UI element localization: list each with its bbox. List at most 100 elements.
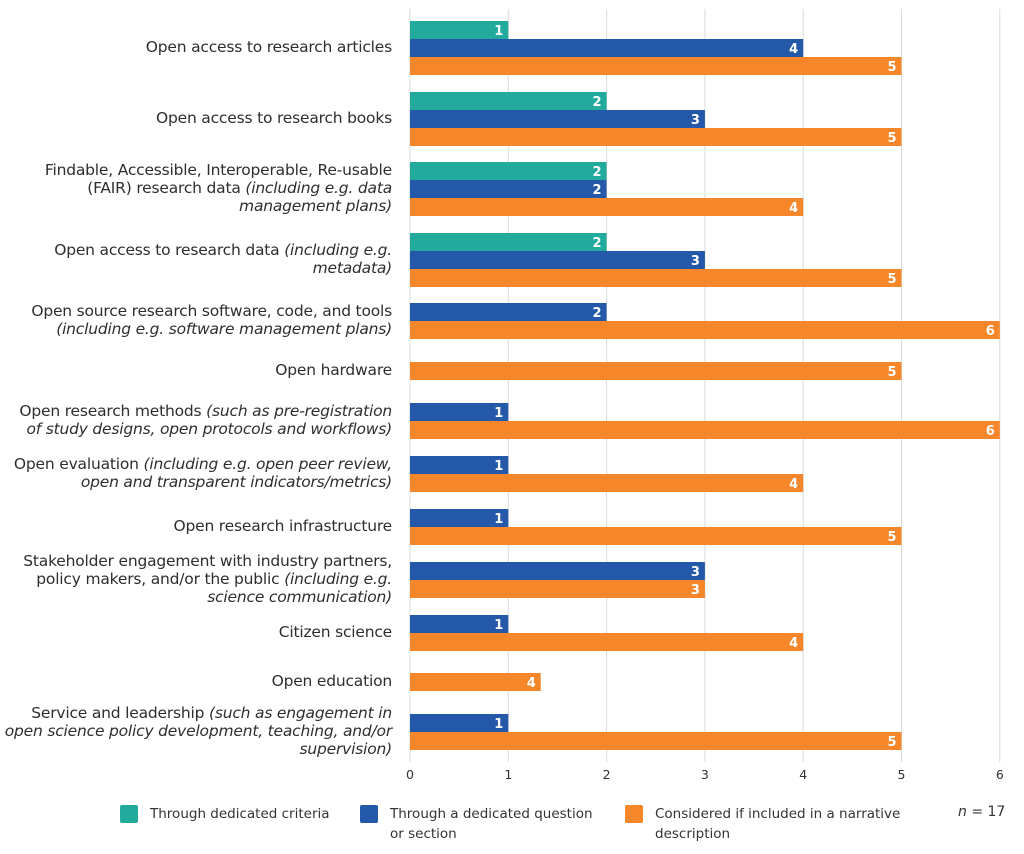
category-label-text: Open research infrastructure	[173, 517, 392, 535]
category-label-line: Findable, Accessible, Interoperable, Re-…	[45, 161, 392, 179]
bar-series2-cat12	[410, 732, 902, 750]
category-label: Open research infrastructure	[173, 517, 392, 535]
category-label-qualifier: supervision)	[299, 740, 393, 758]
bar-series2-cat11	[410, 673, 541, 691]
legend-label-line: Through a dedicated question	[390, 806, 593, 822]
bar-series1-cat3	[410, 251, 705, 269]
category-label-line: policy makers, and/or the public (includ…	[23, 570, 392, 588]
legend-label: Considered if included in a narrative de…	[655, 804, 900, 844]
bar-series2-cat1	[410, 128, 902, 146]
category-label-text: (FAIR) research data	[87, 179, 246, 197]
bar-series2-cat9	[410, 580, 705, 598]
bar-series2-cat10	[410, 633, 804, 651]
bar-series0-cat0	[410, 21, 509, 39]
category-label: Open access to research books	[156, 109, 392, 127]
bar-series0-cat1	[410, 92, 607, 110]
legend-label-line: description	[655, 826, 731, 842]
category-label-line: metadata)	[54, 259, 393, 277]
bar-value-label: 5	[887, 365, 896, 380]
category-label: Open evaluation (including e.g. open pee…	[14, 455, 392, 491]
n-symbol: n	[958, 804, 967, 820]
bar-series1-cat8	[410, 509, 509, 527]
bar-series2-cat2	[410, 198, 804, 216]
bar-series2-cat8	[410, 527, 902, 545]
category-label-text: Open access to research articles	[145, 38, 392, 56]
category-label-line: Service and leadership (such as engageme…	[5, 704, 392, 722]
bar-series0-cat2	[410, 162, 607, 180]
category-label-line: Open research methods (such as pre-regis…	[19, 402, 392, 420]
category-label-line: Open education	[272, 672, 393, 690]
category-label-line: Citizen science	[279, 623, 392, 641]
category-label: Citizen science	[279, 623, 392, 641]
category-label: Open research methods (such as pre-regis…	[19, 402, 392, 438]
bar-value-label: 2	[593, 95, 602, 110]
category-label-line: supervision)	[5, 740, 393, 758]
category-label-line: open science policy development, teachin…	[5, 722, 392, 740]
bar-value-label: 4	[789, 636, 798, 651]
bar-value-label: 1	[494, 618, 503, 633]
bar-value-label: 3	[691, 583, 700, 598]
category-label-text: Open access to research data	[54, 241, 285, 259]
category-label: Findable, Accessible, Interoperable, Re-…	[45, 161, 392, 215]
bar-value-label: 5	[887, 530, 896, 545]
category-label-qualifier: science communication)	[207, 588, 392, 606]
bar-series1-cat0	[410, 39, 804, 57]
bar-value-label: 3	[691, 565, 700, 580]
bar-series1-cat9	[410, 562, 705, 580]
category-label-text: Open research methods	[19, 402, 207, 420]
category-label: Open access to research articles	[146, 38, 392, 56]
bar-series2-cat6	[410, 421, 1000, 439]
bar-series1-cat6	[410, 403, 509, 421]
category-label-text: Service and leadership	[31, 704, 209, 722]
bar-value-label: 2	[593, 306, 602, 321]
category-label: Open hardware	[275, 361, 392, 379]
legend-swatch-blue	[360, 805, 378, 823]
category-label-qualifier: (such as pre-registration	[206, 402, 392, 420]
category-label-qualifier: metadata)	[312, 259, 393, 277]
category-label-line: management plans)	[45, 197, 392, 215]
bar-series2-cat7	[410, 474, 804, 492]
bar-series2-cat0	[410, 57, 902, 75]
category-label: Stakeholder engagement with industry par…	[23, 552, 392, 606]
category-label-line: Open access to research data (including …	[54, 241, 392, 259]
category-label-line: Open evaluation (including e.g. open pee…	[14, 455, 392, 473]
category-label: Service and leadership (such as engageme…	[5, 704, 392, 758]
legend-label: Through dedicated criteria	[150, 806, 330, 822]
category-label: Open education	[272, 672, 393, 690]
category-label-text: Findable, Accessible, Interoperable, Re-…	[44, 161, 392, 179]
category-label-line: science communication)	[23, 588, 392, 606]
category-label-line: Open access to research articles	[146, 38, 392, 56]
x-tick-label: 3	[701, 767, 709, 782]
x-tick-label: 4	[799, 767, 807, 782]
category-label-line: (including e.g. software management plan…	[31, 320, 392, 338]
bar-value-label: 4	[527, 676, 536, 691]
category-label-text: Open source research software, code, and…	[31, 302, 392, 320]
bar-value-label: 5	[887, 131, 896, 146]
category-label-line: Stakeholder engagement with industry par…	[23, 552, 392, 570]
category-label: Open access to research data (including …	[54, 241, 392, 277]
category-label-qualifier: open science policy development, teachin…	[4, 722, 392, 740]
bar-value-label: 2	[593, 183, 602, 198]
category-label-qualifier: of study designs, open protocols and wor…	[26, 420, 392, 438]
bar-series0-cat3	[410, 233, 607, 251]
bar-series1-cat1	[410, 110, 705, 128]
category-label-line: Open access to research books	[156, 109, 392, 127]
category-label-qualifier: (such as engagement in	[209, 704, 392, 722]
bar-series1-cat10	[410, 615, 509, 633]
bar-value-label: 1	[494, 717, 503, 732]
category-label-line: Open research infrastructure	[173, 517, 392, 535]
category-label-qualifier: (including e.g. data	[245, 179, 392, 197]
x-tick-label: 6	[996, 767, 1004, 782]
bar-value-label: 2	[593, 236, 602, 251]
bar-series2-cat5	[410, 362, 902, 380]
legend-label-line: Considered if included in a narrative	[655, 806, 901, 822]
bar-series2-cat3	[410, 269, 902, 287]
bar-value-label: 5	[887, 60, 896, 75]
bar-value-label: 1	[494, 24, 503, 39]
bar-series1-cat4	[410, 303, 607, 321]
bar-series1-cat2	[410, 180, 607, 198]
bar-value-label: 5	[887, 735, 896, 750]
bar-value-label: 4	[789, 201, 798, 216]
category-label-line: open and transparent indicators/metrics)	[14, 473, 392, 491]
